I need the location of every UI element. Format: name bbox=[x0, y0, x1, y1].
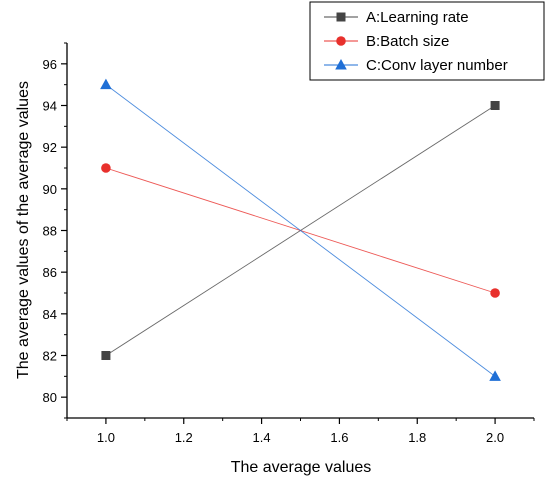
legend-label: B:Batch size bbox=[366, 33, 449, 50]
x-tick-label: 1.2 bbox=[175, 430, 193, 445]
y-tick-label: 82 bbox=[43, 349, 57, 364]
legend-label: C:Conv layer number bbox=[366, 57, 508, 74]
x-tick-label: 1.4 bbox=[253, 430, 271, 445]
series-line bbox=[105, 84, 496, 377]
legend-label: A:Learning rate bbox=[366, 9, 469, 26]
legend-marker bbox=[336, 36, 346, 46]
x-tick-label: 1.0 bbox=[97, 430, 115, 445]
data-point bbox=[101, 351, 111, 360]
legend-item: B:Batch size bbox=[324, 33, 449, 50]
x-tick-label: 2.0 bbox=[486, 430, 504, 445]
data-point bbox=[100, 78, 112, 90]
y-axis-title: The average values of the average values bbox=[15, 81, 32, 379]
data-point bbox=[490, 288, 500, 298]
legend-item: C:Conv layer number bbox=[324, 57, 508, 74]
data-point bbox=[101, 163, 111, 173]
data-point bbox=[490, 101, 500, 110]
y-tick-label: 96 bbox=[43, 57, 57, 72]
data-point bbox=[489, 370, 501, 381]
x-axis-title: The average values bbox=[231, 459, 372, 476]
y-tick-label: 92 bbox=[43, 140, 57, 155]
series-layer bbox=[100, 78, 501, 381]
y-tick-label: 84 bbox=[43, 307, 57, 322]
y-tick-label: 94 bbox=[43, 99, 57, 114]
axes: 1.0 1.2 1.4 1.6 1.8 2.0 80 82 84 86 88 90 92 94 96 bbox=[43, 42, 535, 445]
legend: A:Learning rate B:Batch size C:Conv layer … bbox=[309, 1, 545, 81]
series-3 bbox=[100, 78, 501, 381]
legend-marker bbox=[335, 59, 347, 70]
y-tick-label: 90 bbox=[43, 182, 57, 197]
y-tick-label: 88 bbox=[43, 224, 57, 239]
legend-marker bbox=[336, 12, 346, 22]
x-tick-label: 1.6 bbox=[330, 430, 348, 445]
y-tick-label: 86 bbox=[43, 265, 57, 280]
y-tick-label: 80 bbox=[43, 390, 57, 405]
x-tick-label: 1.8 bbox=[408, 430, 426, 445]
legend-item: A:Learning rate bbox=[324, 9, 469, 26]
